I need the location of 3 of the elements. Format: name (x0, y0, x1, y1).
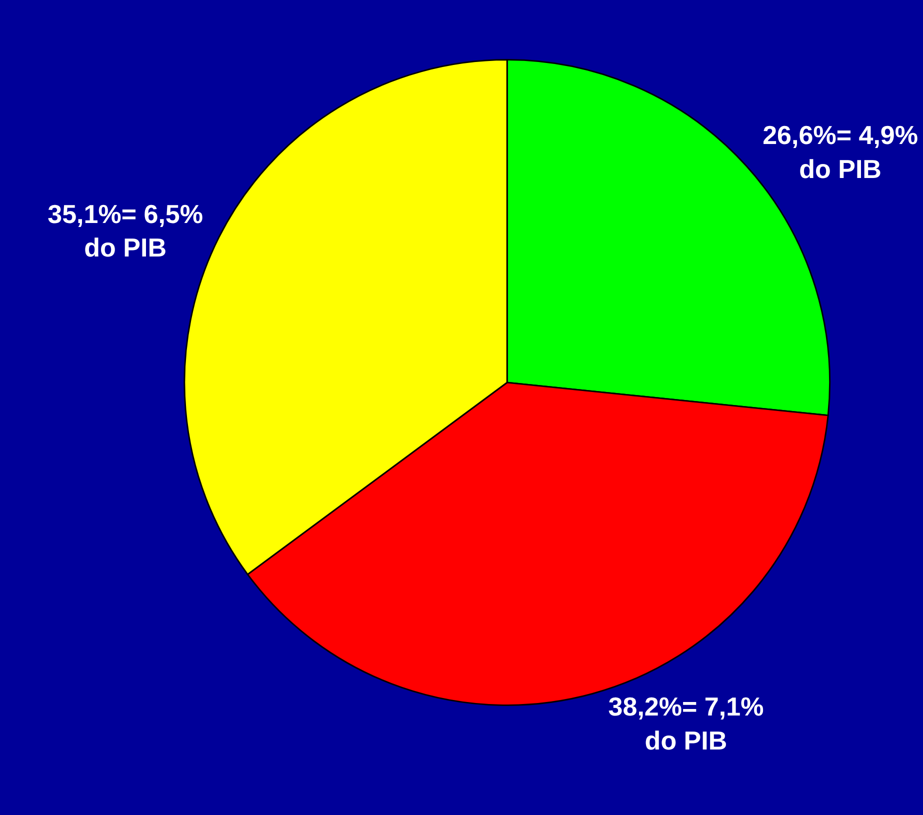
data-label: 35,1%= 6,5% do PIB (48, 198, 204, 263)
data-label: 26,6%= 4,9% do PIB (762, 120, 918, 184)
data-label: 38,2%= 7,1% do PIB (608, 692, 764, 756)
